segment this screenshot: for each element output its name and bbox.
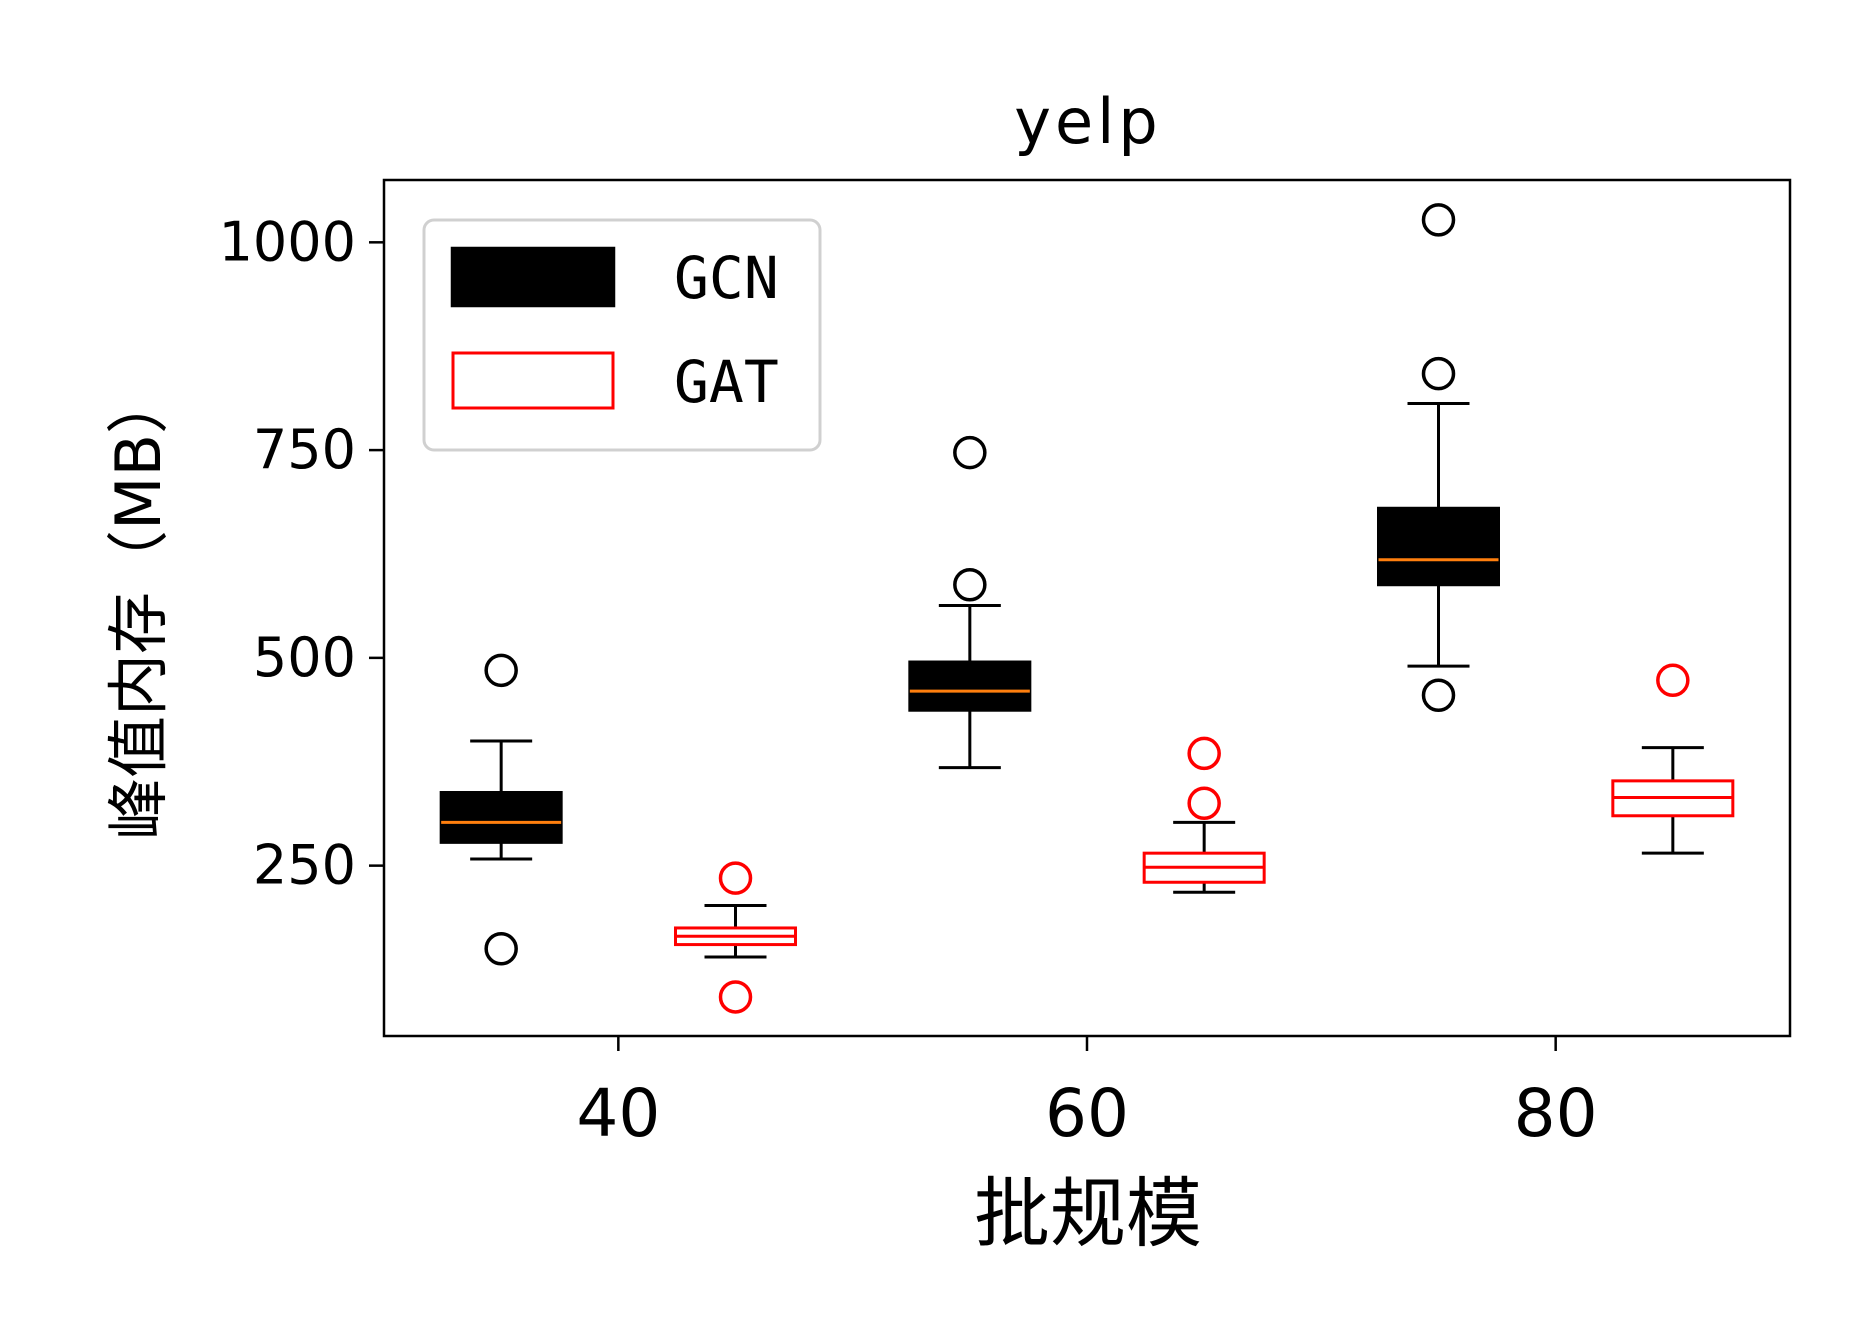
outlier-point	[484, 653, 518, 688]
box-gcn-2	[1377, 203, 1500, 713]
y-tick-label: 1000	[219, 210, 356, 273]
x-tick-label: 60	[1045, 1075, 1129, 1152]
legend-label-gat: GAT	[674, 348, 779, 416]
outlier-point	[953, 567, 987, 602]
outlier-point	[718, 861, 753, 895]
outlier-point	[1421, 678, 1456, 713]
box-gcn-0	[439, 653, 563, 966]
box-gat-0	[674, 861, 797, 1014]
y-tick-label: 750	[253, 418, 356, 481]
box-iqr	[439, 790, 563, 844]
x-axis: 40 60 80	[576, 1036, 1598, 1152]
x-tick-label: 40	[576, 1075, 660, 1152]
chart-title: yelp	[1014, 85, 1161, 158]
x-axis-label: 批规模	[974, 1169, 1202, 1258]
x-tick-label: 80	[1514, 1075, 1598, 1152]
outlier-point	[1656, 663, 1690, 698]
outlier-point	[718, 980, 753, 1014]
legend-swatch-gcn	[450, 246, 616, 308]
legend: GCN GAT	[422, 218, 822, 452]
outlier-point	[1187, 786, 1221, 821]
outlier-point	[1421, 356, 1456, 391]
legend-swatch-gat	[451, 351, 615, 410]
box-iqr	[1377, 506, 1500, 587]
outlier-point	[1421, 203, 1456, 237]
box-gcn-1	[908, 435, 1032, 770]
y-tick-label: 500	[253, 626, 356, 689]
box-layer	[439, 203, 1735, 1014]
box-gat-1	[1142, 736, 1266, 894]
outlier-point	[953, 435, 987, 470]
outlier-point	[484, 931, 518, 966]
outlier-point	[1187, 736, 1221, 771]
box-gat-2	[1611, 663, 1735, 855]
y-tick-label: 250	[253, 834, 356, 897]
y-axis-label: 峰值内存（MB）	[102, 372, 175, 840]
legend-label-gcn: GCN	[674, 244, 779, 312]
box-iqr	[908, 660, 1032, 712]
y-axis: 250 500 750 1000	[219, 210, 384, 897]
